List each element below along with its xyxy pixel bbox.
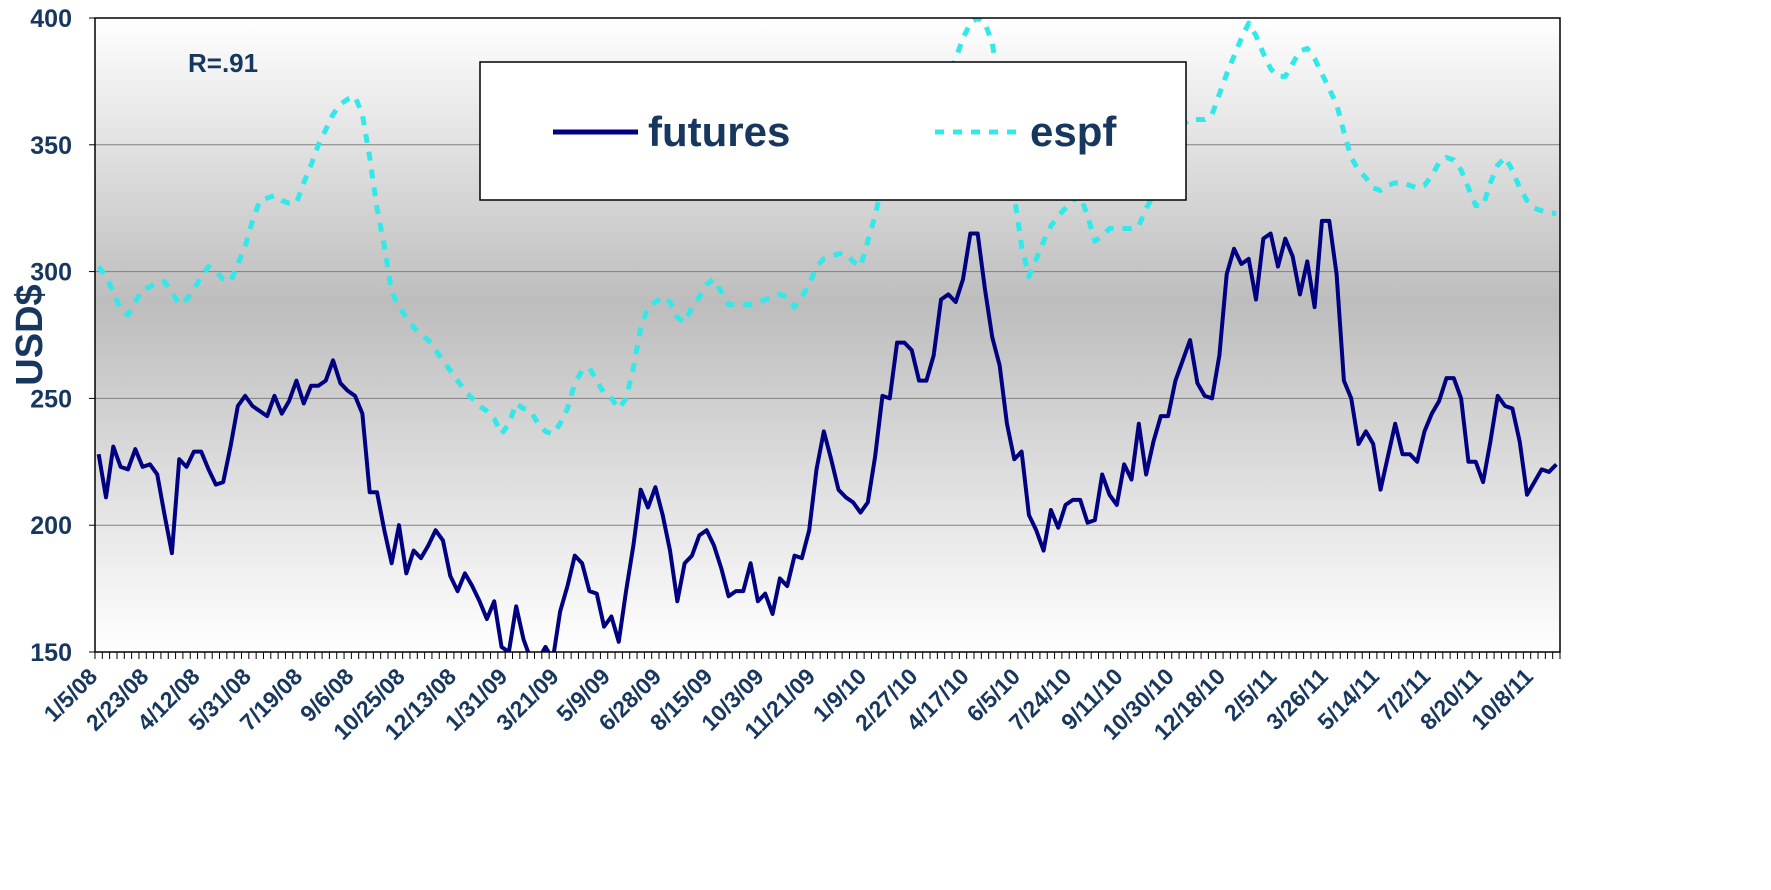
legend-label: espf [1030, 108, 1117, 155]
annotation: R=.91 [188, 48, 258, 78]
y-tick-label: 250 [30, 385, 72, 413]
y-tick-label: 350 [30, 132, 72, 160]
y-tick-label: 400 [30, 5, 72, 33]
y-tick-label: 200 [30, 512, 72, 540]
y-tick-label: 300 [30, 259, 72, 287]
series-line [96, 218, 1558, 652]
y-tick-label: 150 [30, 639, 72, 667]
legend-label: futures [648, 108, 790, 155]
y-axis-label: USD$ [9, 284, 51, 385]
